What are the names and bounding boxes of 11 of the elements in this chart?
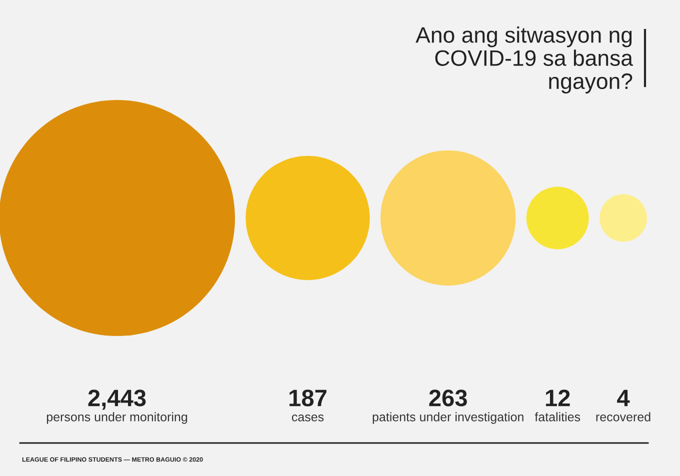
- data-label: 263: [429, 390, 467, 406]
- data-label: 187: [290, 390, 326, 406]
- data-label: 4: [617, 390, 630, 406]
- text: Ano ang sitwasyon ng COVID-19 sa bansa ngayon?: [416, 26, 634, 94]
- category-label: cases: [292, 414, 324, 422]
- data-label: 2,443: [88, 390, 146, 410]
- category-label: persons under monitoring: [46, 412, 188, 424]
- category-label: patients under investigation: [372, 412, 524, 424]
- data-label: 12: [546, 390, 570, 406]
- category-label: fatalities: [534, 412, 580, 422]
- category-label: recovered: [596, 412, 650, 422]
